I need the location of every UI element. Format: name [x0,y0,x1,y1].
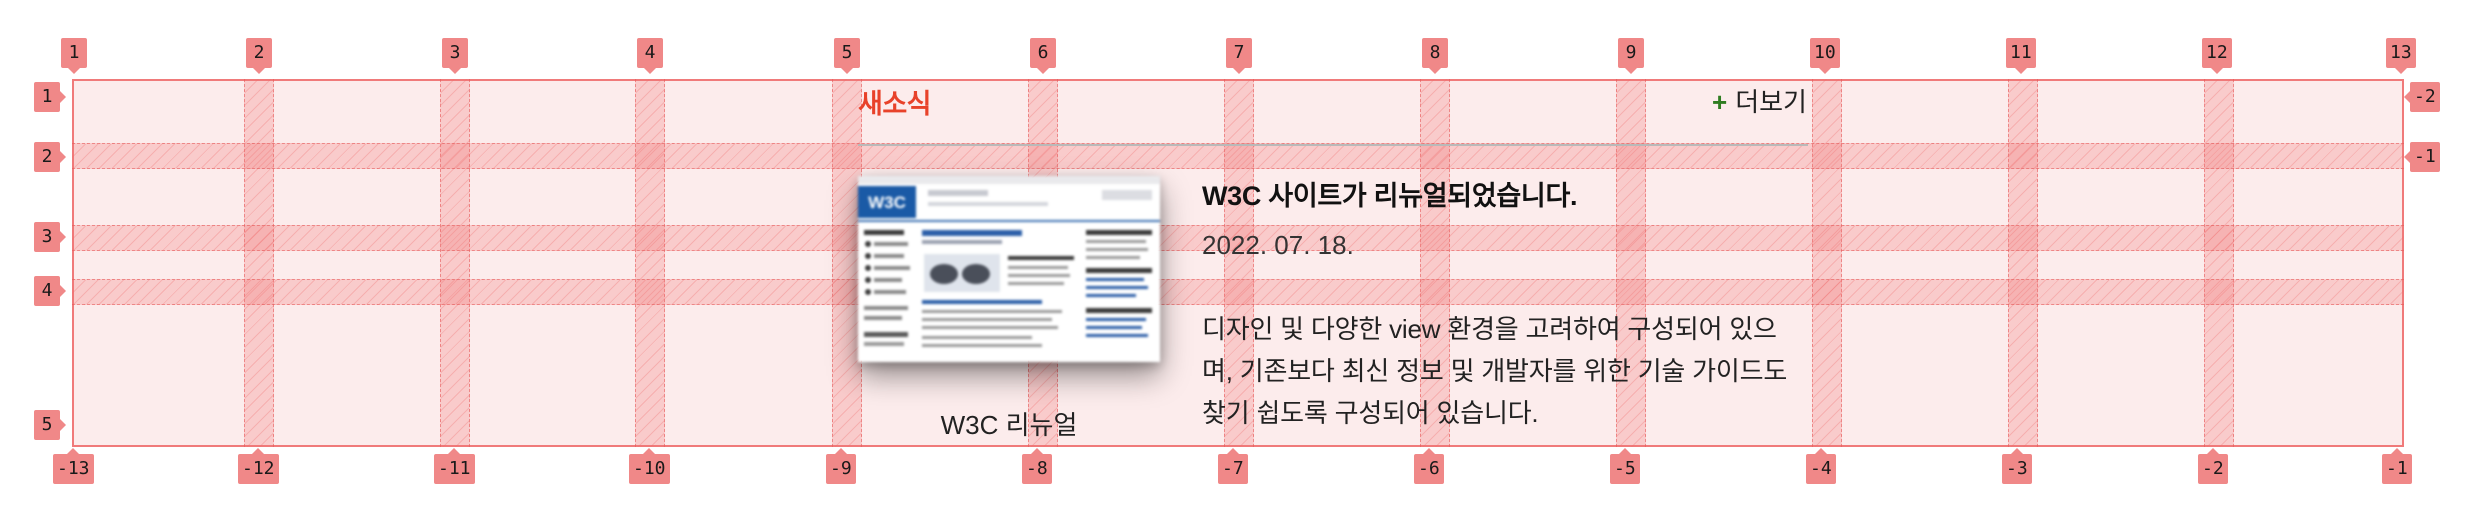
grid-row-label-left: 1 [34,82,66,112]
grid-column-label-top: 4 [637,38,663,74]
article-date: 2022. 07. 18. [1202,230,1354,260]
grid-column-label-bottom: -2 [2198,448,2228,484]
grid-column-label-top: 8 [1422,38,1448,74]
grid-column-label-top: 11 [2006,38,2036,74]
grid-row-label-left: 3 [34,222,66,252]
more-link[interactable]: + 더보기 [1712,82,1807,119]
w3c-logo-text: W3C [868,193,906,212]
thumbnail-caption: W3C 리뉴얼 [940,410,1078,440]
article-description-line: 며, 기존보다 최신 정보 및 개발자를 위한 기술 가이드도 [1202,356,1788,386]
grid-column-label-bottom: -5 [1610,448,1640,484]
grid-row-label-left: 5 [34,410,66,440]
grid-column-label-bottom: -13 [53,448,94,484]
plus-icon: + [1712,87,1728,117]
grid-overlay-area [72,79,2404,447]
article-description-line: 찾기 쉽도록 구성되어 있습니다. [1202,398,1539,428]
grid-column-gutter [2008,79,2038,447]
grid-column-label-top: 12 [2202,38,2232,74]
grid-column-label-bottom: -7 [1218,448,1248,484]
grid-column-gutter [1224,79,1254,447]
grid-column-label-top: 5 [834,38,860,74]
news-divider [858,144,1808,146]
grid-column-label-top: 10 [1810,38,1840,74]
grid-row-label-right: -2 [2404,82,2440,112]
grid-column-label-bottom: -8 [1022,448,1052,484]
more-link-label: 더보기 [1735,87,1807,117]
grid-column-label-top: 3 [442,38,468,74]
grid-row-label-right: -1 [2404,142,2440,172]
grid-column-label-top: 1 [61,38,87,74]
grid-column-gutter [1812,79,1842,447]
article-description: 디자인 및 다양한 view 환경을 고려하여 구성되어 있으 며, 기존보다 … [1202,308,1812,434]
news-section-title: 새소식 [858,89,932,119]
grid-column-label-bottom: -11 [434,448,475,484]
article-description-line: 디자인 및 다양한 view 환경을 고려하여 구성되어 있으 [1202,314,1777,344]
grid-row-label-left: 4 [34,276,66,306]
article-thumbnail[interactable]: W3C [858,176,1160,362]
grid-column-label-bottom: -10 [629,448,670,484]
grid-column-label-top: 6 [1030,38,1056,74]
grid-column-label-bottom: -9 [826,448,856,484]
grid-column-label-bottom: -3 [2002,448,2032,484]
grid-row-gutter [72,143,2404,169]
grid-column-label-bottom: -1 [2382,448,2412,484]
grid-row-label-left: 2 [34,142,66,172]
grid-column-label-top: 7 [1226,38,1252,74]
grid-column-gutter [244,79,274,447]
grid-column-gutter [635,79,665,447]
grid-column-label-top: 13 [2386,38,2416,74]
grid-column-label-bottom: -12 [238,448,279,484]
grid-column-gutter [1420,79,1450,447]
article-heading-link[interactable]: W3C 사이트가 리뉴얼되었습니다. [1202,181,1578,211]
grid-row-gutter [72,225,2404,251]
grid-column-gutter [2204,79,2234,447]
grid-column-label-top: 2 [246,38,272,74]
grid-column-label-bottom: -6 [1414,448,1444,484]
grid-column-gutter [1616,79,1646,447]
w3c-site-screenshot-image: W3C [858,176,1160,362]
grid-column-label-bottom: -4 [1806,448,1836,484]
grid-column-label-top: 9 [1618,38,1644,74]
grid-row-gutter [72,279,2404,305]
grid-column-gutter [440,79,470,447]
